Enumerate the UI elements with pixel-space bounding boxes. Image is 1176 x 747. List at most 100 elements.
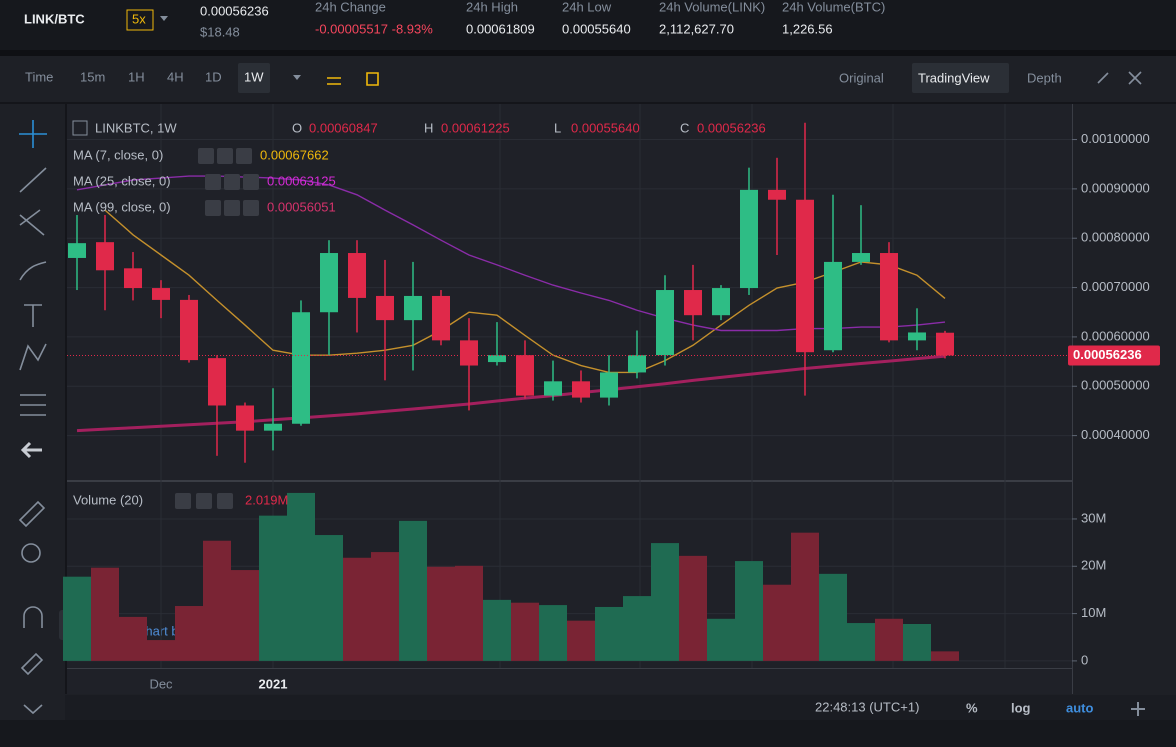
window-icons: [1097, 71, 1142, 85]
interval[interactable]: 4H: [167, 69, 184, 84]
volume-bar: [287, 492, 315, 661]
legend-button[interactable]: [217, 148, 233, 164]
candle-body: [432, 295, 450, 341]
y-tick-label: 30M: [1081, 510, 1106, 525]
candle-body: [684, 290, 702, 316]
scale-option[interactable]: auto: [1066, 700, 1094, 715]
zoom-icon: [21, 543, 41, 563]
volume-bar: [63, 576, 91, 661]
legend-button[interactable]: [243, 200, 259, 216]
candle-body: [404, 295, 422, 321]
line-icon: [19, 167, 47, 193]
y-tick-label: 20M: [1081, 558, 1106, 573]
ma-legend: MA (99, close, 0): [73, 199, 171, 214]
volume-bar: [399, 520, 427, 661]
dropdown-arrow[interactable]: [293, 75, 301, 80]
volume-bar: [511, 602, 539, 661]
header-bar: [0, 0, 1176, 50]
ohlc-value: 0.00055640: [571, 120, 640, 135]
legend-button[interactable]: [175, 493, 191, 509]
legend-button[interactable]: [198, 148, 214, 164]
scale-option[interactable]: %: [966, 700, 978, 715]
candle-body: [96, 242, 114, 271]
interval[interactable]: 1D: [205, 69, 222, 84]
settings-gear[interactable]: [1131, 702, 1145, 716]
ruler-icon: [18, 500, 46, 528]
volume-bar: [175, 606, 203, 661]
candle-body: [124, 268, 142, 289]
volume-bar: [903, 623, 931, 661]
magnet-icon: [23, 606, 43, 628]
stat-label: 24h Low: [562, 0, 612, 14]
candle-body: [852, 253, 870, 262]
axis-line: [1072, 104, 1073, 694]
volume-bar: [371, 552, 399, 661]
volume-bar: [483, 599, 511, 661]
pair[interactable]: LINK/BTC: [24, 11, 85, 26]
stat-value: 0.00055640: [562, 21, 631, 36]
volume-bar: [315, 535, 343, 661]
separator: [65, 104, 67, 694]
x-tick-label: Dec: [149, 676, 173, 691]
stat-label: 24h Volume(BTC): [782, 0, 885, 14]
y-tick-label: 10M: [1081, 605, 1106, 620]
ma-value: 0.00063125: [267, 173, 336, 188]
text-icon: [24, 304, 42, 327]
scale-option[interactable]: log: [1011, 700, 1031, 715]
volume-bar: [595, 606, 623, 661]
view-tab[interactable]: Depth: [1027, 70, 1062, 85]
y-tick-label: 0: [1081, 652, 1088, 667]
candle-body: [320, 253, 338, 313]
collapse-icon: [23, 704, 43, 715]
interval[interactable]: 1H: [128, 69, 145, 84]
volume-bar: [539, 605, 567, 661]
candle-body: [208, 358, 226, 406]
view-tab[interactable]: TradingView: [918, 70, 990, 85]
ma-legend: MA (7, close, 0): [73, 147, 163, 162]
interval[interactable]: 15m: [80, 69, 105, 84]
ohlc-value: 0.00056236: [697, 120, 766, 135]
ohlc-key: H: [424, 120, 433, 135]
pane-separator: [67, 480, 1072, 482]
legend-button[interactable]: [224, 174, 240, 190]
y-tick-label: 0.00050000: [1081, 378, 1150, 393]
volume-bar: [735, 561, 763, 661]
tool-icons: [18, 71, 1142, 715]
legend-button[interactable]: [205, 200, 221, 216]
volume-bar: [231, 570, 259, 661]
volume-bar: [203, 540, 231, 661]
legend-button[interactable]: [196, 493, 212, 509]
volume-bar: [679, 555, 707, 661]
interval[interactable]: 1W: [244, 69, 264, 84]
ma-line: [76, 354, 946, 433]
candle-body: [740, 189, 758, 289]
volume-bar: [91, 567, 119, 661]
stat-label: 24h Change: [315, 0, 386, 14]
legend-button[interactable]: [217, 493, 233, 509]
volume-bar: [427, 566, 455, 661]
y-tick-label: 0.00080000: [1081, 230, 1150, 245]
volume-value: 2.019M: [245, 492, 288, 507]
volume-bar: [763, 584, 791, 661]
candle-body: [712, 288, 730, 316]
ohlc-key: O: [292, 120, 302, 135]
legend-button[interactable]: [224, 200, 240, 216]
volume-legend: Volume (20): [73, 492, 143, 507]
footer-bar: [65, 695, 1176, 720]
crosshair-icon: [19, 120, 47, 148]
legend-button[interactable]: [243, 174, 259, 190]
ohlc-key: L: [554, 120, 561, 135]
candle-body: [460, 340, 478, 366]
x-tick-label: 2021: [259, 676, 288, 691]
volume-bar: [259, 515, 287, 661]
candle-body: [908, 332, 926, 341]
candle-body: [824, 261, 842, 351]
volume-bar: [455, 565, 483, 661]
volume-bar: [147, 640, 175, 661]
stat-value: 1,226.56: [782, 21, 833, 36]
dropdown-arrow[interactable]: [160, 16, 168, 21]
legend-button[interactable]: [236, 148, 252, 164]
legend-button[interactable]: [205, 174, 221, 190]
last-price: 0.00056236: [200, 3, 269, 18]
view-tab[interactable]: Original: [839, 70, 884, 85]
